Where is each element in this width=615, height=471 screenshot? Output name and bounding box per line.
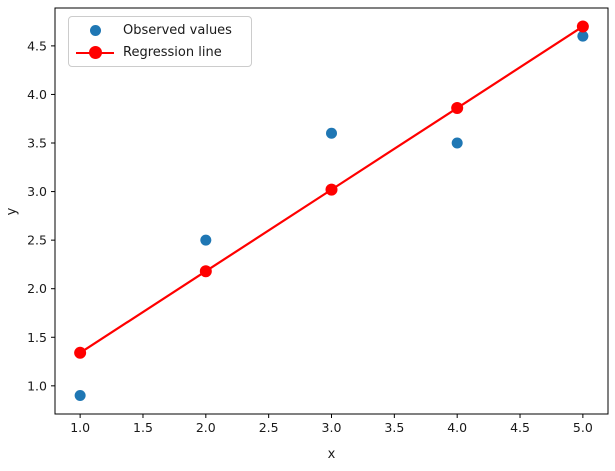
scatter-point: [74, 390, 86, 402]
x-axis-label: x: [327, 447, 336, 462]
regression-point: [451, 102, 464, 115]
y-tick-label: 4.5: [27, 38, 47, 53]
regression-point: [74, 346, 87, 359]
plot-border: [54, 7, 609, 415]
line-marker-icon: [75, 46, 115, 60]
x-tick-label: 3.5: [384, 420, 404, 435]
x-tick-label: 2.5: [259, 420, 279, 435]
legend-item-label: Observed values: [123, 22, 232, 38]
regression-point: [199, 265, 212, 278]
scatter-marker-icon: [75, 23, 115, 37]
legend: Observed values Regression line: [68, 16, 252, 67]
legend-item-regression: Regression line: [75, 42, 247, 65]
regression-point: [325, 183, 338, 196]
legend-item-observed: Observed values: [75, 19, 247, 42]
scatter-point: [200, 234, 212, 246]
scatter-point: [326, 127, 337, 139]
y-tick-label: 4.0: [27, 87, 47, 102]
scatter-point: [577, 30, 589, 42]
x-tick-label: 4.5: [510, 420, 530, 435]
scatter-point: [451, 137, 463, 149]
x-tick-label: 5.0: [573, 420, 593, 435]
y-tick-label: 1.5: [27, 330, 47, 345]
y-tick-label: 3.0: [27, 184, 47, 199]
x-tick-label: 3.0: [322, 420, 342, 435]
x-tick-label: 1.0: [70, 420, 90, 435]
blue-dot-icon: [89, 24, 101, 36]
x-tick-label: 4.0: [447, 420, 467, 435]
x-tick-label: 2.0: [196, 420, 216, 435]
y-tick-label: 2.0: [27, 281, 47, 296]
legend-item-label: Regression line: [123, 45, 222, 61]
y-tick-label: 1.0: [27, 378, 47, 393]
regression-point: [576, 20, 589, 33]
x-tick-label: 1.5: [133, 420, 153, 435]
y-tick-label: 3.5: [27, 136, 47, 151]
red-dot-icon: [88, 46, 102, 60]
y-axis-label: y: [4, 207, 20, 216]
y-tick-label: 2.5: [27, 233, 47, 248]
